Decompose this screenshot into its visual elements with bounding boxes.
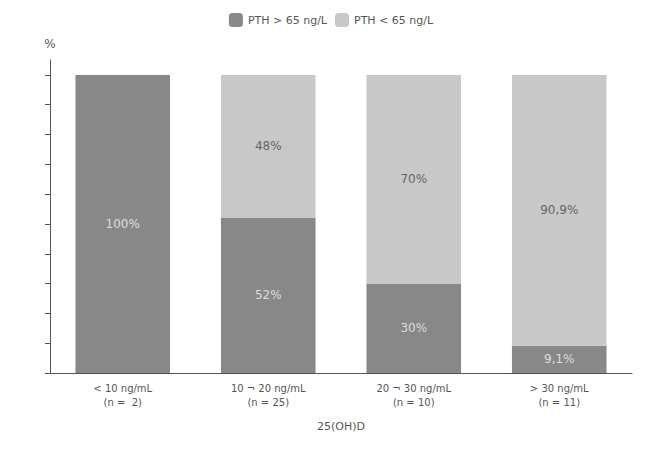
svg-text:(n = 2): (n = 2) <box>104 397 143 408</box>
svg-text:PTH < 65 ng/L: PTH < 65 ng/L <box>354 14 434 27</box>
svg-text:%: % <box>44 37 55 51</box>
svg-text:< 10 ng/mL: < 10 ng/mL <box>93 383 152 394</box>
svg-text:20 ¬ 30 ng/mL: 20 ¬ 30 ng/mL <box>376 383 451 394</box>
svg-text:(n = 11): (n = 11) <box>538 397 580 408</box>
svg-text:100%: 100% <box>106 217 140 231</box>
svg-text:70%: 70% <box>400 172 427 186</box>
svg-text:9,1%: 9,1% <box>544 352 575 366</box>
svg-text:90,9%: 90,9% <box>540 203 578 217</box>
svg-text:PTH > 65 ng/L: PTH > 65 ng/L <box>248 14 328 27</box>
svg-text:52%: 52% <box>255 288 282 302</box>
svg-text:48%: 48% <box>255 139 282 153</box>
svg-text:> 30 ng/mL: > 30 ng/mL <box>530 383 589 394</box>
svg-text:(n = 10): (n = 10) <box>393 397 435 408</box>
svg-text:30%: 30% <box>400 321 427 335</box>
svg-text:(n = 25): (n = 25) <box>247 397 289 408</box>
svg-text:25(OH)D: 25(OH)D <box>317 420 365 433</box>
svg-text:10 ¬ 20 ng/mL: 10 ¬ 20 ng/mL <box>231 383 306 394</box>
